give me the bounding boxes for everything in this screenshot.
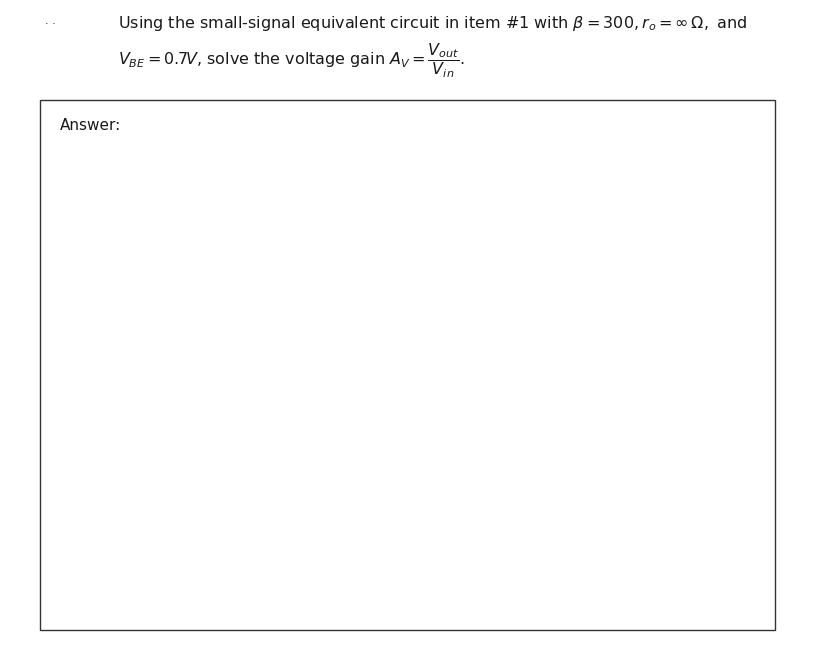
Text: $V_{BE} = 0.7V$, solve the voltage gain $A_V = \dfrac{V_{out}}{V_{in}}$.: $V_{BE} = 0.7V$, solve the voltage gain … — [118, 42, 465, 80]
FancyBboxPatch shape — [40, 100, 775, 630]
Text: Answer:: Answer: — [60, 118, 121, 133]
Text: Using the small-signal equivalent circuit in item #1 with $\beta = 300, r_o = \i: Using the small-signal equivalent circui… — [118, 14, 747, 33]
Text: . .: . . — [45, 16, 55, 26]
